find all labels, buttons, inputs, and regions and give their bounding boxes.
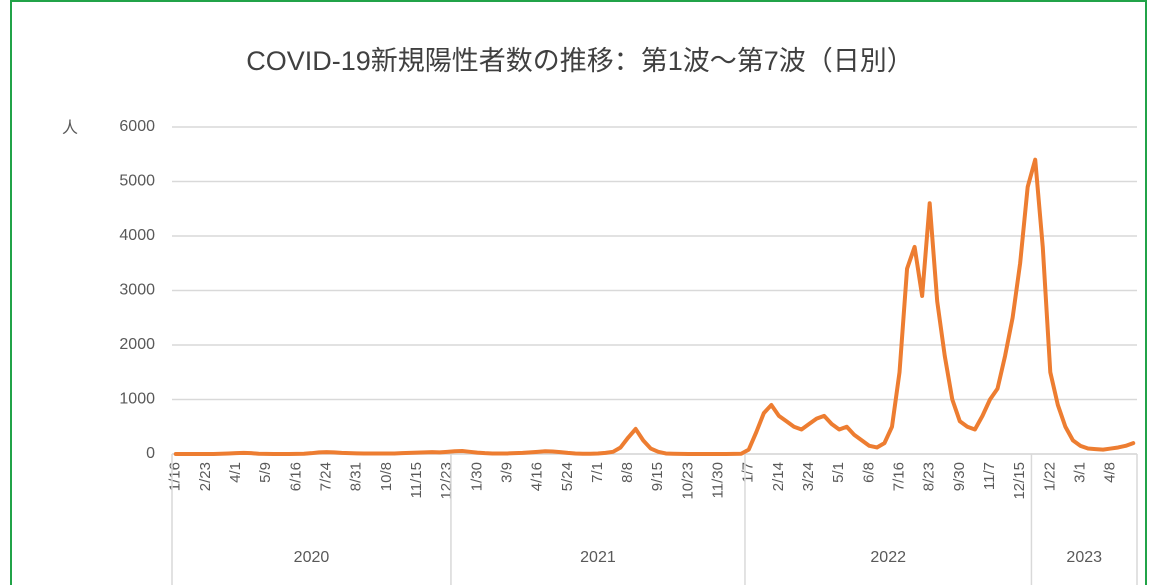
y-tick-label: 5000 (119, 173, 155, 190)
x-tick-label: 1/16 (167, 462, 184, 491)
x-tick-label: 3/24 (800, 462, 817, 491)
y-tick-label: 3000 (119, 282, 155, 299)
x-tick-label: 1/30 (468, 462, 485, 491)
chart-frame (10, 0, 1147, 585)
x-group-label: 2020 (294, 549, 330, 566)
x-tick-label: 11/15 (408, 462, 425, 498)
x-tick-label: 9/15 (649, 462, 666, 491)
series-line (173, 157, 1136, 456)
x-tick-label: 4/16 (529, 462, 546, 491)
x-tick-label: 1/22 (1041, 462, 1058, 491)
x-tick-label: 2/14 (770, 462, 787, 491)
x-tick-label: 7/16 (890, 462, 907, 491)
x-tick-label: 2/23 (197, 462, 214, 491)
x-group-label: 2021 (580, 549, 616, 566)
y-tick-label: 2000 (119, 336, 155, 353)
y-axis-title: 人 (62, 119, 78, 137)
x-tick-label: 1/7 (740, 462, 757, 483)
y-tick-label: 1000 (119, 391, 155, 408)
y-tick-label: 0 (146, 445, 155, 462)
x-tick-label: 9/30 (951, 462, 968, 491)
x-tick-label: 12/23 (438, 462, 455, 500)
x-tick-label: 4/1 (227, 462, 244, 483)
x-tick-label: 7/24 (318, 462, 335, 491)
x-group-label: 2022 (870, 549, 906, 566)
x-tick-label: 8/31 (348, 462, 365, 491)
x-tick-label: 3/1 (1071, 462, 1088, 483)
x-tick-label: 5/24 (559, 462, 576, 491)
y-tick-label: 6000 (119, 118, 155, 135)
x-tick-label: 11/7 (981, 462, 998, 490)
y-tick-label: 4000 (119, 227, 155, 244)
x-tick-label: 10/23 (679, 462, 696, 500)
x-tick-label: 7/1 (589, 462, 606, 483)
chart-title: COVID-19新規陽性者数の推移：第1波～第7波（日別） (246, 46, 914, 76)
x-tick-label: 12/15 (1011, 462, 1028, 500)
plot-area: 0 1000 2000 3000 4000 5000 6000 1/16 2/23 4/1 5/9 6… (119, 118, 1138, 585)
x-tick-label: 10/8 (378, 462, 395, 491)
x-tick-label: 6/16 (287, 462, 304, 491)
x-tick-label: 8/8 (619, 462, 636, 483)
x-group-label: 2023 (1066, 549, 1102, 566)
x-tick-label: 4/8 (1102, 462, 1119, 483)
x-tick-label: 6/8 (860, 462, 877, 483)
x-tick-label: 5/1 (830, 462, 847, 483)
x-tick-label: 3/9 (498, 462, 515, 483)
x-tick-label: 11/30 (710, 462, 727, 498)
x-tick-label: 8/23 (921, 462, 938, 491)
x-tick-label: 5/9 (257, 462, 274, 483)
